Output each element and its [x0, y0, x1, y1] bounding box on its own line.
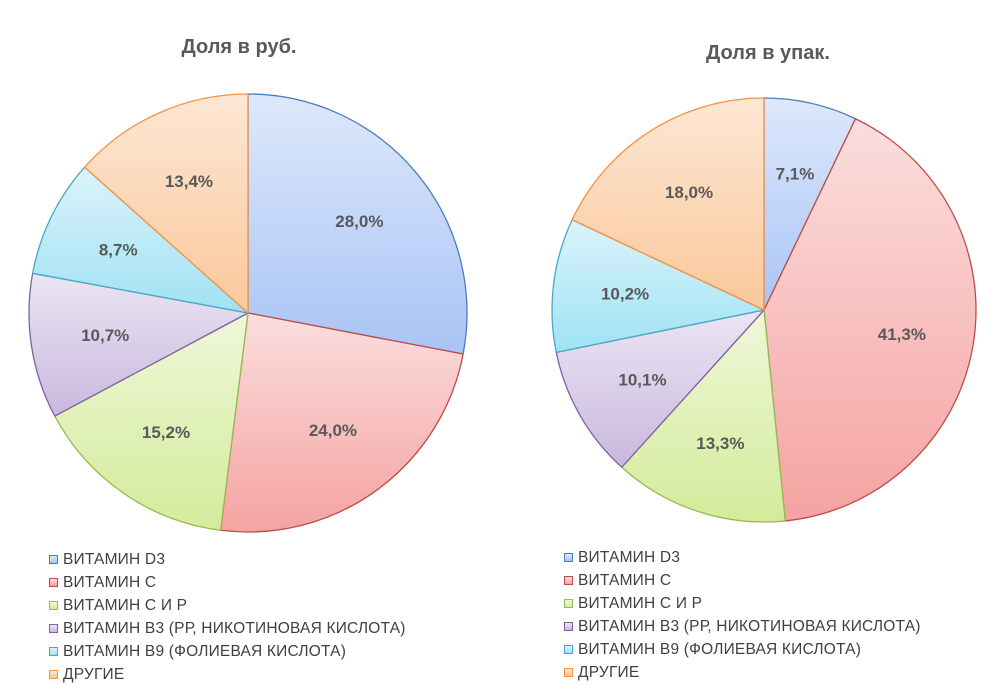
legend-swatch-c — [564, 576, 573, 585]
legend-swatch-c-p — [564, 599, 573, 608]
data-label-b9: 8,7% — [99, 240, 138, 259]
data-label-other: 18,0% — [665, 183, 713, 202]
legend-label-c: ВИТАМИН С — [578, 571, 672, 589]
legend-label-c-p: ВИТАМИН С И Р — [578, 594, 703, 612]
pie-slice-c — [219, 312, 464, 533]
data-label-d3: 28,0% — [335, 212, 383, 231]
chart-panel-pack: Доля в упак. 7,1% 41,3% 13,3% 10,1% 10,2% 18,… — [510, 0, 1000, 695]
legend-label-b9: ВИТАМИН В9 (ФОЛИЕВАЯ КИСЛОТА) — [578, 640, 862, 658]
legend-item-c-p: ВИТАМИН С И Р — [564, 592, 921, 615]
legend-item-other: ДРУГИЕ — [49, 663, 406, 686]
pie-slice-b3 — [555, 309, 765, 468]
chart-title-pack: Доля в упак. — [706, 42, 830, 64]
legend-item-b9: ВИТАМИН В9 (ФОЛИЕВАЯ КИСЛОТА) — [564, 638, 921, 661]
data-label-c-p: 13,3% — [696, 434, 744, 453]
chart-panel-rub: Доля в руб. 28,0% 24,0% 15,2% 10,7% 8,7% 13,4… — [28, 36, 468, 686]
data-label-other: 13,4% — [165, 172, 213, 191]
legend-label-c-p: ВИТАМИН С И Р — [63, 596, 188, 614]
legend-label-other: ДРУГИЕ — [63, 665, 125, 683]
legend-item-c: ВИТАМИН С — [564, 569, 921, 592]
legend-label-other: ДРУГИЕ — [578, 663, 640, 681]
legend-swatch-other — [49, 670, 58, 679]
legend-item-other: ДРУГИЕ — [564, 661, 921, 684]
pie-slice-b9 — [31, 166, 249, 314]
legend-label-b3: ВИТАМИН В3 (РР, НИКОТИНОВАЯ КИСЛОТА) — [63, 619, 406, 637]
data-label-b9: 10,2% — [601, 284, 649, 303]
legend-label-d3: ВИТАМИН D3 — [578, 548, 681, 566]
legend-item-b9: ВИТАМИН В9 (ФОЛИЕВАЯ КИСЛОТА) — [49, 640, 406, 663]
data-label-d3: 7,1% — [776, 165, 815, 184]
data-label-c-p: 15,2% — [142, 423, 190, 442]
legend-pack: ВИТАМИН D3 ВИТАМИН С ВИТАМИН С И Р ВИТАМИН … — [564, 546, 921, 684]
legend-rub: ВИТАМИН D3 ВИТАМИН С ВИТАМИН С И Р ВИТАМИН … — [49, 548, 406, 686]
legend-swatch-d3 — [49, 555, 58, 564]
legend-swatch-c — [49, 578, 58, 587]
legend-swatch-d3 — [564, 553, 573, 562]
legend-label-d3: ВИТАМИН D3 — [63, 550, 166, 568]
pie-slice-c-p — [621, 309, 786, 523]
pie-slice-b9 — [551, 219, 765, 353]
data-label-c: 24,0% — [309, 421, 357, 440]
legend-swatch-c-p — [49, 601, 58, 610]
data-label-b3: 10,7% — [81, 326, 129, 345]
pie-slice-b3 — [28, 272, 249, 417]
legend-swatch-b3 — [564, 622, 573, 631]
pie-slice-other — [571, 97, 765, 311]
pie-slice-c-p — [54, 312, 249, 531]
legend-item-d3: ВИТАМИН D3 — [564, 546, 921, 569]
legend-label-b9: ВИТАМИН В9 (ФОЛИЕВАЯ КИСЛОТА) — [63, 642, 347, 660]
legend-item-c-p: ВИТАМИН С И Р — [49, 594, 406, 617]
pie-slice-c — [763, 118, 977, 522]
data-label-c: 41,3% — [878, 325, 926, 344]
legend-swatch-b9 — [564, 645, 573, 654]
pie-chart-pack: 7,1% 41,3% 13,3% 10,1% 10,2% 18,0% — [551, 97, 977, 523]
pie-slice-other — [83, 93, 249, 314]
legend-swatch-b9 — [49, 647, 58, 656]
data-label-b3: 10,1% — [618, 370, 666, 389]
legend-label-c: ВИТАМИН С — [63, 573, 157, 591]
pie-slice-d3 — [247, 93, 468, 355]
chart-title-rub: Доля в руб. — [181, 36, 297, 58]
legend-label-b3: ВИТАМИН В3 (РР, НИКОТИНОВАЯ КИСЛОТА) — [578, 617, 921, 635]
legend-item-b3: ВИТАМИН В3 (РР, НИКОТИНОВАЯ КИСЛОТА) — [49, 617, 406, 640]
legend-item-c: ВИТАМИН С — [49, 571, 406, 594]
legend-item-d3: ВИТАМИН D3 — [49, 548, 406, 571]
pie-chart-rub: 28,0% 24,0% 15,2% 10,7% 8,7% 13,4% — [28, 93, 468, 533]
legend-swatch-other — [564, 668, 573, 677]
legend-swatch-b3 — [49, 624, 58, 633]
legend-item-b3: ВИТАМИН В3 (РР, НИКОТИНОВАЯ КИСЛОТА) — [564, 615, 921, 638]
